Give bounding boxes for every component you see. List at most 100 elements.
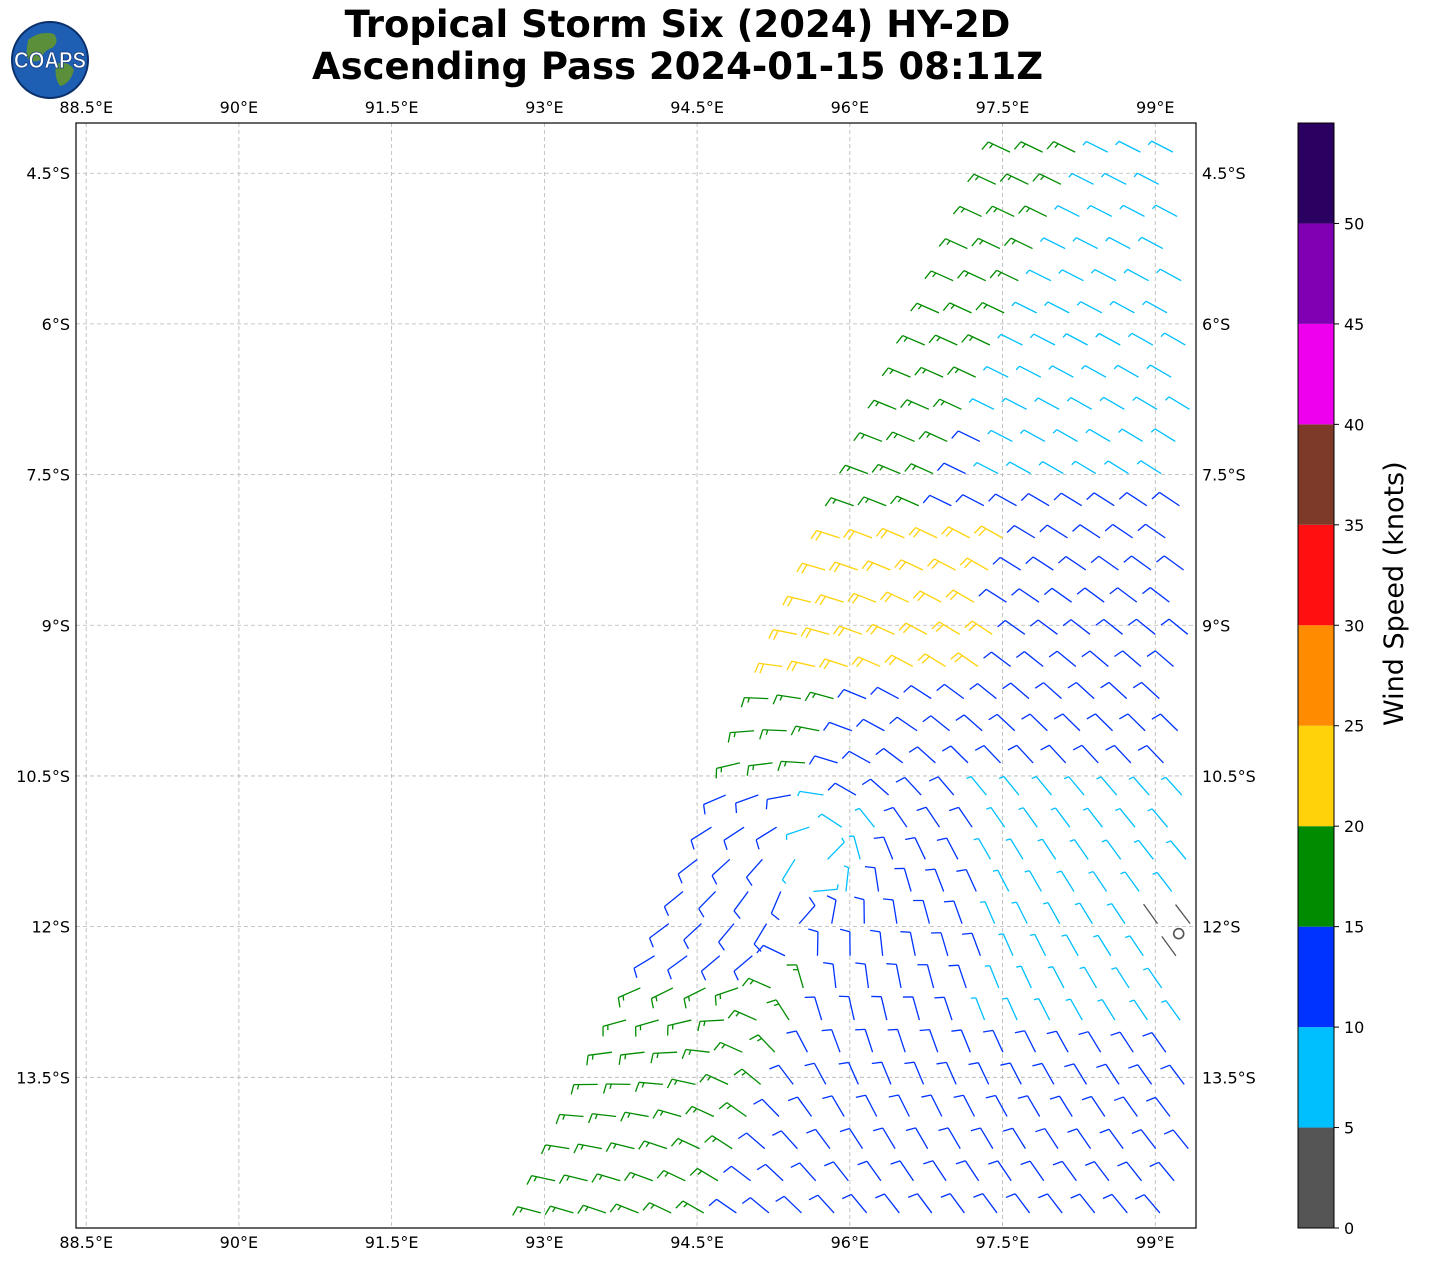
lon-tick-label: 99°E xyxy=(1136,1233,1174,1252)
wind-barb xyxy=(1147,140,1174,153)
wind-barb xyxy=(923,1160,947,1182)
wind-barb xyxy=(1124,935,1144,957)
wind-barb xyxy=(663,890,684,917)
wind-barb xyxy=(888,1094,910,1117)
wind-barb xyxy=(810,529,840,541)
title-line-1: Tropical Storm Six (2024) HY-2D xyxy=(344,3,1011,46)
wind-barb xyxy=(1015,365,1042,378)
lat-tick-label: 13.5°S xyxy=(1202,1068,1256,1087)
wind-barb xyxy=(855,962,870,989)
wind-barb xyxy=(973,461,999,475)
wind-barb xyxy=(714,987,739,1006)
lat-tick-label: 12°S xyxy=(31,918,70,937)
wind-barb xyxy=(723,826,745,851)
wind-barb xyxy=(1033,998,1051,1021)
wind-barb xyxy=(1038,1193,1063,1214)
wind-barb xyxy=(1136,460,1162,475)
wind-barb xyxy=(770,891,782,921)
wind-barb xyxy=(808,928,819,956)
colorbar: 0 5 10 15 20 25 30 35 40 45 50 xyxy=(1297,122,1364,1238)
wind-barb xyxy=(1078,1031,1102,1053)
wind-barb xyxy=(916,806,941,828)
wind-barb xyxy=(938,238,968,250)
lat-ticks-right: 4.5°S 6°S 7.5°S 9°S 10.5°S 12°S 13.5°S xyxy=(1202,164,1256,1087)
wind-barb xyxy=(1011,588,1040,603)
lon-tick-label: 91.5°E xyxy=(365,98,419,117)
wind-barb xyxy=(1150,428,1176,442)
wind-barb xyxy=(1127,332,1154,346)
wind-barb xyxy=(1114,650,1142,667)
wind-barb xyxy=(982,365,1009,378)
wind-barb xyxy=(952,205,982,218)
wind-barb xyxy=(931,621,961,635)
wind-barb xyxy=(875,747,904,764)
wind-barb xyxy=(1007,744,1034,764)
wind-barb xyxy=(1119,204,1145,217)
wind-barb xyxy=(718,923,735,951)
wind-barb xyxy=(1001,397,1027,410)
wind-barb xyxy=(951,1029,971,1053)
colorbar-bin xyxy=(1298,926,1334,1028)
wind-barb xyxy=(837,688,867,700)
wind-barb xyxy=(683,923,702,950)
wind-barb xyxy=(917,653,946,668)
wind-barb xyxy=(1074,902,1093,924)
wind-barb xyxy=(987,429,1013,443)
wind-barb xyxy=(1070,1193,1096,1214)
wind-barb xyxy=(992,556,1022,571)
wind-barb xyxy=(857,496,887,507)
wind-barb xyxy=(895,776,922,796)
wind-barb xyxy=(999,173,1029,185)
wind-barb xyxy=(555,1113,584,1125)
colorbar-tick-label: 35 xyxy=(1344,516,1364,535)
wind-barb xyxy=(867,399,897,410)
wind-barb xyxy=(1142,1032,1167,1053)
wind-barb xyxy=(1076,587,1105,603)
wind-barb xyxy=(964,620,993,635)
wind-barb xyxy=(702,794,726,815)
wind-barb xyxy=(946,366,976,378)
wind-barb xyxy=(745,858,763,886)
wind-barb xyxy=(1034,397,1060,410)
wind-barb xyxy=(587,1113,617,1124)
wind-barb xyxy=(938,1127,961,1149)
wind-barb xyxy=(910,302,940,314)
wind-barb xyxy=(932,398,962,410)
wind-barb xyxy=(988,1160,1012,1182)
wind-barb xyxy=(650,987,674,1009)
wind-barb xyxy=(1151,204,1178,217)
lat-tick-label: 12°S xyxy=(1202,918,1241,937)
wind-barb xyxy=(1149,1161,1175,1182)
wind-barb xyxy=(1115,140,1141,153)
wind-barb xyxy=(656,1170,686,1182)
wind-barb xyxy=(950,652,979,667)
wind-barb xyxy=(1002,997,1018,1021)
wind-barb xyxy=(558,1174,588,1185)
wind-barb xyxy=(955,494,985,507)
wind-barb xyxy=(981,141,1011,153)
colorbar-bin xyxy=(1298,1027,1334,1128)
wind-barb xyxy=(697,1019,724,1032)
wind-barb xyxy=(1058,269,1084,282)
wind-barb xyxy=(843,528,873,540)
colorbar-tick-label: 10 xyxy=(1344,1018,1364,1037)
wind-barb xyxy=(741,977,771,989)
wind-barb xyxy=(699,1073,729,1085)
wind-barb xyxy=(870,929,884,956)
wind-barb xyxy=(912,590,942,603)
wind-barb xyxy=(1025,556,1054,571)
wind-barb xyxy=(870,686,899,700)
wind-barb xyxy=(855,1094,878,1117)
colorbar-tick-label: 20 xyxy=(1344,817,1364,836)
wind-barb xyxy=(1133,839,1154,860)
colorbar-bin xyxy=(1298,223,1334,324)
wind-barb xyxy=(903,685,932,700)
wind-barb xyxy=(1099,1128,1124,1150)
wind-barb xyxy=(623,1171,654,1182)
wind-barb xyxy=(1082,807,1103,828)
wind-barb xyxy=(1018,807,1038,828)
wind-barb xyxy=(997,333,1023,346)
wind-barb xyxy=(1118,492,1148,507)
wind-barb xyxy=(894,867,912,892)
